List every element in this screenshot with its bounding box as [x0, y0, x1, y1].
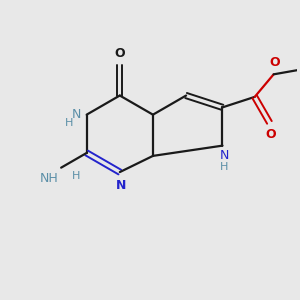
Text: H: H: [65, 118, 73, 128]
Text: O: O: [115, 47, 125, 60]
Text: O: O: [270, 56, 280, 69]
Text: H: H: [220, 162, 228, 172]
Text: N: N: [219, 148, 229, 162]
Text: NH: NH: [40, 172, 58, 185]
Text: N: N: [72, 108, 81, 121]
Text: O: O: [266, 128, 276, 141]
Text: N: N: [116, 179, 127, 192]
Text: H: H: [71, 171, 80, 181]
